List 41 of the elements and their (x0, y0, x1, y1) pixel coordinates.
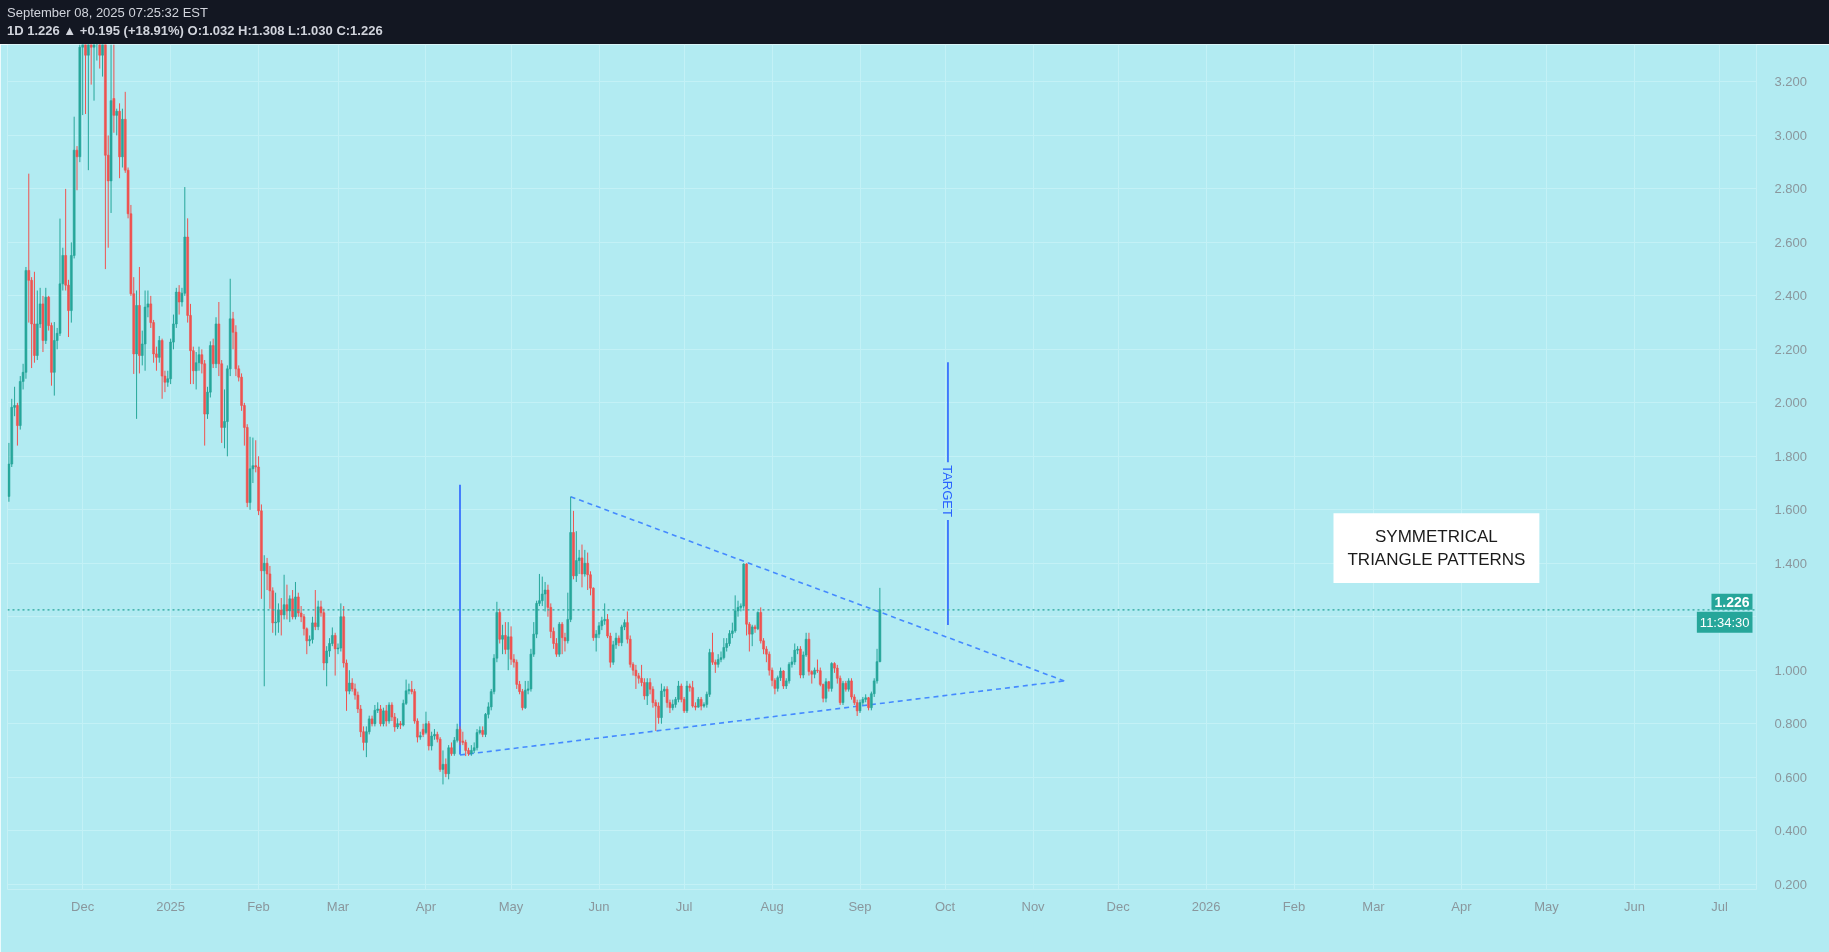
x-tick-label: Aug (760, 898, 784, 914)
y-tick-label: 1.800 (1774, 448, 1808, 464)
x-tick-label: Sep (848, 898, 872, 914)
x-tick-label: May (1534, 898, 1560, 914)
x-tick-label: 2026 (1191, 898, 1221, 914)
y-tick-label: 2.400 (1774, 288, 1808, 304)
x-tick-label: Oct (935, 898, 956, 914)
x-tick-label: May (498, 898, 524, 914)
x-tick-label: Jun (588, 898, 610, 914)
chart-title: September 08, 2025 07:25:32 EST (7, 4, 209, 22)
y-tick-label: 3.200 (1774, 74, 1808, 90)
y-tick-label: 0.200 (1774, 876, 1808, 892)
x-tick-label: Apr (415, 898, 437, 914)
x-tick-label: Dec (1106, 898, 1131, 914)
x-tick-label: Jul (1711, 898, 1729, 914)
y-tick-label: 0.800 (1774, 716, 1808, 732)
y-tick-label: 2.000 (1774, 395, 1808, 411)
x-tick-label: Feb (1282, 898, 1306, 914)
x-tick-label: 2025 (156, 898, 186, 914)
y-tick-label: 1.000 (1774, 662, 1808, 678)
annotation: TARGET (940, 465, 956, 517)
x-tick-label: Jun (1624, 898, 1645, 914)
y-tick-label: 2.600 (1774, 234, 1808, 250)
x-tick-label: Mar (1362, 898, 1386, 914)
y-tick-label: 0.600 (1774, 769, 1808, 785)
y-tick-label: 2.200 (1774, 341, 1808, 357)
y-tick-label: 0.400 (1774, 823, 1808, 839)
y-tick-label: 2.800 (1774, 181, 1808, 197)
chart-subtitle: 1D 1.226 ▲ +0.195 (+18.91%) O:1.032 H:1.308 L:1.030 C:1.226 (7, 22, 383, 40)
y-tick-label: 3.000 (1774, 127, 1808, 143)
x-tick-label: Jul (675, 898, 693, 914)
x-tick-label: Nov (1021, 898, 1046, 914)
y-tick-label: 1.400 (1774, 555, 1808, 571)
annotation: 11:34:30 (1699, 614, 1750, 630)
x-tick-label: Mar (326, 898, 350, 914)
x-tick-label: Feb (247, 898, 270, 914)
x-tick-label: Apr (1451, 898, 1473, 914)
y-tick-label: 1.600 (1774, 502, 1808, 518)
x-tick-label: Dec (71, 898, 95, 914)
ref-line-label: 1.226 (1714, 593, 1750, 610)
annotation: SYMMETRICAL TRIANGLE PATTERNS (1347, 527, 1526, 570)
